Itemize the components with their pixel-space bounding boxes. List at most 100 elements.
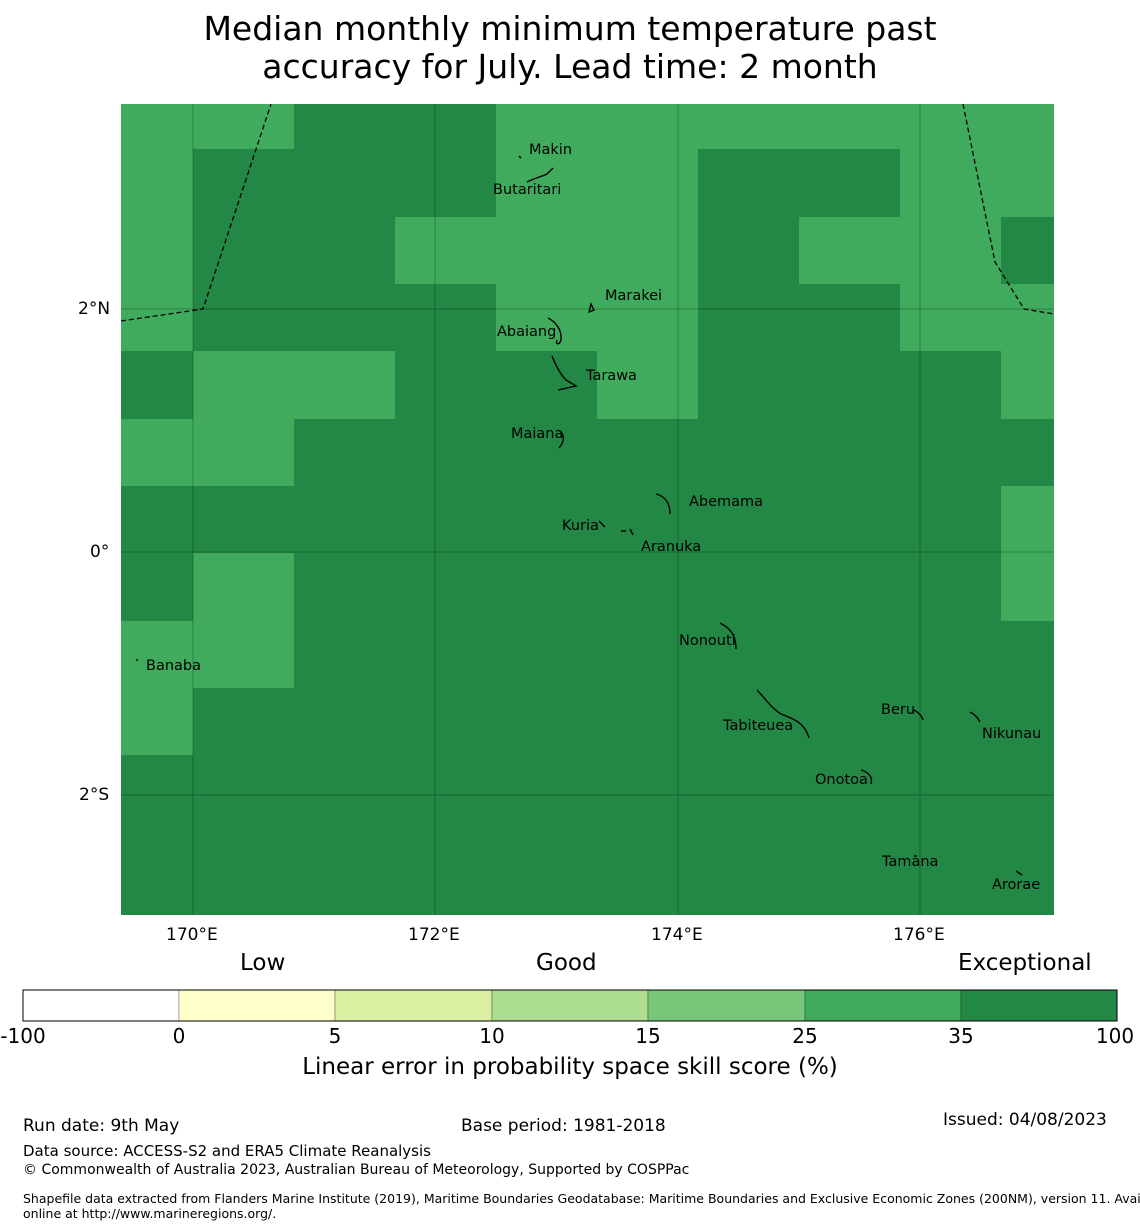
grid-cell bbox=[121, 351, 193, 419]
eez-boundary-east bbox=[962, 103, 1055, 315]
grid-cell bbox=[395, 755, 496, 823]
grid-cell bbox=[121, 553, 193, 621]
grid-cell bbox=[698, 104, 799, 149]
island-outline-butaritari bbox=[526, 167, 554, 183]
island-outline-maiana bbox=[557, 429, 565, 449]
island-outline-onotoa bbox=[860, 769, 873, 785]
island-outline-tarawa bbox=[551, 355, 578, 391]
island-label-makin: Makin bbox=[529, 142, 572, 158]
grid-cell bbox=[193, 419, 294, 486]
grid-cell bbox=[900, 104, 1001, 149]
grid-cell bbox=[597, 553, 698, 621]
grid-cell bbox=[121, 149, 193, 217]
grid-cell bbox=[121, 688, 193, 755]
island-outline-abemama bbox=[655, 493, 671, 515]
island-label-banaba: Banaba bbox=[146, 658, 201, 674]
grid-cell bbox=[799, 351, 900, 419]
grid-cell bbox=[1001, 351, 1054, 419]
grid-cell bbox=[395, 486, 496, 553]
island-label-tamana: Tamana bbox=[881, 854, 938, 870]
grid-cell bbox=[193, 104, 294, 149]
grid-cell bbox=[496, 419, 597, 486]
grid-cell bbox=[1001, 419, 1054, 486]
grid-cell bbox=[121, 104, 193, 149]
grid-cell bbox=[900, 419, 1001, 486]
island-label-maiana: Maiana bbox=[511, 426, 563, 442]
grid-cell bbox=[294, 755, 395, 823]
grid-cell bbox=[698, 688, 799, 755]
grid-cell bbox=[395, 823, 496, 915]
grid-cell bbox=[193, 823, 294, 915]
eez-boundary-west bbox=[120, 103, 272, 322]
colorbar-segment bbox=[960, 989, 1118, 1022]
grid-cell bbox=[496, 104, 597, 149]
island-label-kuria: Kuria bbox=[562, 518, 599, 534]
grid-cell bbox=[395, 553, 496, 621]
island-label-aranuka: Aranuka bbox=[641, 539, 701, 555]
grid-cell bbox=[496, 553, 597, 621]
grid-cell bbox=[698, 486, 799, 553]
island-outline-aranuka bbox=[621, 528, 634, 536]
data-source: Data source: ACCESS-S2 and ERA5 Climate … bbox=[23, 1142, 431, 1160]
run-date: Run date: 9th May bbox=[23, 1116, 180, 1136]
lon-label-172e: 172°E bbox=[408, 925, 460, 945]
island-outline-marakei bbox=[587, 301, 595, 314]
grid-cell bbox=[294, 486, 395, 553]
grid-cell bbox=[799, 755, 900, 823]
grid-cell bbox=[395, 621, 496, 688]
grid-cell bbox=[496, 217, 597, 284]
grid-cell bbox=[900, 351, 1001, 419]
grid-cell bbox=[799, 688, 900, 755]
island-outlines bbox=[136, 155, 1023, 876]
lon-label-170e: 170°E bbox=[166, 925, 218, 945]
grid-cell bbox=[395, 351, 496, 419]
grid-cell bbox=[597, 284, 698, 351]
grid-cell bbox=[294, 284, 395, 351]
title-line-1: Median monthly minimum temperature past bbox=[203, 9, 937, 48]
lat-label-2s: 2°S bbox=[79, 785, 110, 805]
island-outline-makin bbox=[518, 155, 522, 159]
colorbar-frame bbox=[22, 989, 1118, 1022]
grid-cell bbox=[597, 104, 698, 149]
grid-cell bbox=[193, 688, 294, 755]
grid-cell bbox=[900, 149, 1001, 217]
grid-cell bbox=[294, 104, 395, 149]
grid-cell bbox=[294, 217, 395, 284]
grid-cell bbox=[294, 419, 395, 486]
grid-cell bbox=[799, 419, 900, 486]
colorbar-segment bbox=[178, 989, 336, 1022]
grid-cell bbox=[698, 351, 799, 419]
grid-cell bbox=[900, 621, 1001, 688]
grid-cell bbox=[1001, 217, 1054, 284]
skill-grid bbox=[121, 104, 1054, 915]
island-label-abemama: Abemama bbox=[689, 494, 763, 510]
grid-cell bbox=[294, 621, 395, 688]
grid-cell bbox=[1001, 755, 1054, 823]
grid-cell bbox=[395, 149, 496, 217]
grid-cell bbox=[597, 688, 698, 755]
grid-cell bbox=[698, 755, 799, 823]
grid-cell bbox=[597, 486, 698, 553]
colorbar-segment bbox=[22, 989, 180, 1022]
grid-cell bbox=[395, 419, 496, 486]
island-label-tabiteuea: Tabiteuea bbox=[722, 718, 793, 734]
grid-cell bbox=[496, 351, 597, 419]
colorbar-tick-label: 100 bbox=[1095, 1024, 1135, 1048]
island-outline-nikunau bbox=[969, 711, 981, 723]
grid-cell bbox=[698, 553, 799, 621]
grid-cell bbox=[597, 621, 698, 688]
grid-cell bbox=[1001, 104, 1054, 149]
shapefile-credit-line-2: online at http://www.marineregions.org/. bbox=[23, 1206, 277, 1221]
grid-cell bbox=[395, 104, 496, 149]
grid-cell bbox=[799, 553, 900, 621]
grid-cell bbox=[294, 149, 395, 217]
grid-cell bbox=[496, 284, 597, 351]
grid-cell bbox=[193, 755, 294, 823]
base-period: Base period: 1981-2018 bbox=[461, 1116, 666, 1136]
grid-cell bbox=[1001, 553, 1054, 621]
lon-label-174e: 174°E bbox=[651, 925, 703, 945]
grid-cell bbox=[597, 823, 698, 915]
grid-cell bbox=[597, 755, 698, 823]
title-line-2: accuracy for July. Lead time: 2 month bbox=[262, 47, 878, 86]
island-label-nonouti: Nonouti bbox=[679, 633, 736, 649]
